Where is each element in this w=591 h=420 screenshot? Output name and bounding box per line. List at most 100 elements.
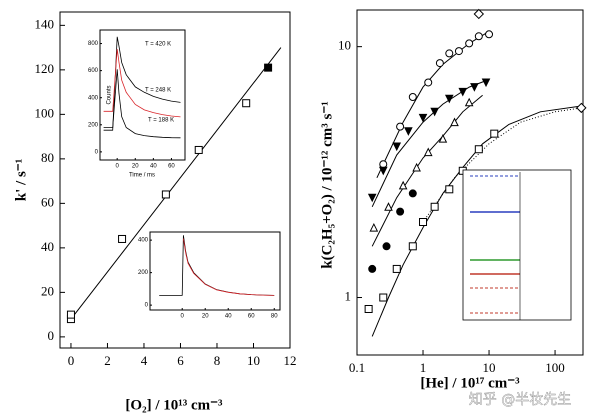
curve [103,69,181,139]
y-tick-label: 0 [48,328,55,343]
inset-frame [462,169,572,321]
point [576,102,587,114]
x-tick-label: 0 [181,314,185,320]
point [264,63,273,72]
point [465,39,474,48]
point [364,304,373,313]
curve [371,94,483,247]
y-tick-label: 200 [138,270,149,276]
x-tick-label: 60 [168,164,175,170]
inset-y-label: Counts [107,85,113,104]
point [242,99,251,108]
y-tick-label: 0 [145,303,149,309]
point [194,145,203,154]
y-tick-label: 800 [88,41,99,47]
y-tick-label: 80 [41,150,54,165]
point [408,92,417,101]
point [444,94,454,104]
point [408,242,417,251]
point [392,264,401,273]
curve [70,47,282,320]
watermark: 知乎 @半妆先生 [469,391,571,408]
x-tick-label: 0 [68,353,75,368]
point [118,234,127,243]
plot: 0.1 1 10 100 1 10 [338,8,587,375]
point [474,32,483,41]
x-tick-label: 0 [116,164,120,170]
curve [422,107,582,223]
point [368,264,377,273]
point [473,8,485,20]
annotation: T = 248 K [145,88,171,94]
plot: 0 20 40 60 80 0 200 400 [138,231,281,320]
y-tick-label: 60 [41,194,54,209]
x-tick-label: 6 [177,353,184,368]
y-tick-label: 40 [41,239,54,254]
y-tick-label: 120 [35,61,55,76]
point [445,49,454,58]
x-tick-label: 10 [483,360,496,375]
plot-frame [356,9,584,356]
annotation: T = 420 K [145,42,171,48]
curve [103,48,181,118]
point [404,127,413,136]
x-axis-label: [He] / 10¹⁷ cm⁻³ [420,375,520,391]
point [379,293,388,302]
point [464,97,474,107]
x-tick-label: 80 [271,314,278,320]
point [481,78,491,88]
point [412,162,421,172]
x-tick-label: 40 [225,314,232,320]
point [423,147,433,157]
point [161,190,170,199]
x-tick-label: 2 [104,353,111,368]
y-tick-label: 0 [95,149,99,155]
point [392,142,402,152]
point [438,133,448,143]
y-tick-label: 200 [88,122,99,128]
point [398,180,408,190]
plot-frame [59,11,291,349]
x-tick-label: 60 [248,314,255,320]
y-tick-label: 400 [138,238,149,244]
point [369,222,379,232]
x-tick-label: 40 [150,164,157,170]
y-tick-label: 10 [338,38,351,53]
point [66,310,75,319]
curve [183,238,275,296]
point [430,107,439,117]
inset-x-label: Time / ms [129,173,155,179]
point [396,122,405,131]
x-tick-label: 10 [247,353,260,368]
point [408,189,417,198]
y-tick-label: 400 [88,95,99,101]
point [378,166,388,176]
point [418,113,428,123]
point [396,207,405,216]
curve [103,36,181,131]
plot-frame [149,231,281,311]
point [450,117,459,127]
point [485,30,494,39]
x-tick-label: 0.1 [349,360,365,375]
point [454,47,463,56]
x-tick-label: 1 [420,360,427,375]
y-axis-label: k(C₂H₅+O₂) / 10⁻¹² cm³ s⁻¹ [319,101,335,269]
point [458,87,468,97]
point [419,218,428,227]
point [430,202,439,211]
y-tick-label: 20 [41,283,54,298]
x-tick-label: 8 [214,353,221,368]
y-tick-label: 100 [35,105,55,120]
y-tick-label: 1 [345,289,352,304]
x-axis-label: [O₂] / 10¹³ cm⁻³ [125,397,223,413]
x-tick-label: 4 [141,353,148,368]
point [470,83,479,92]
point [384,202,393,211]
point [435,59,444,68]
point [490,129,499,138]
x-tick-label: 20 [202,314,209,320]
